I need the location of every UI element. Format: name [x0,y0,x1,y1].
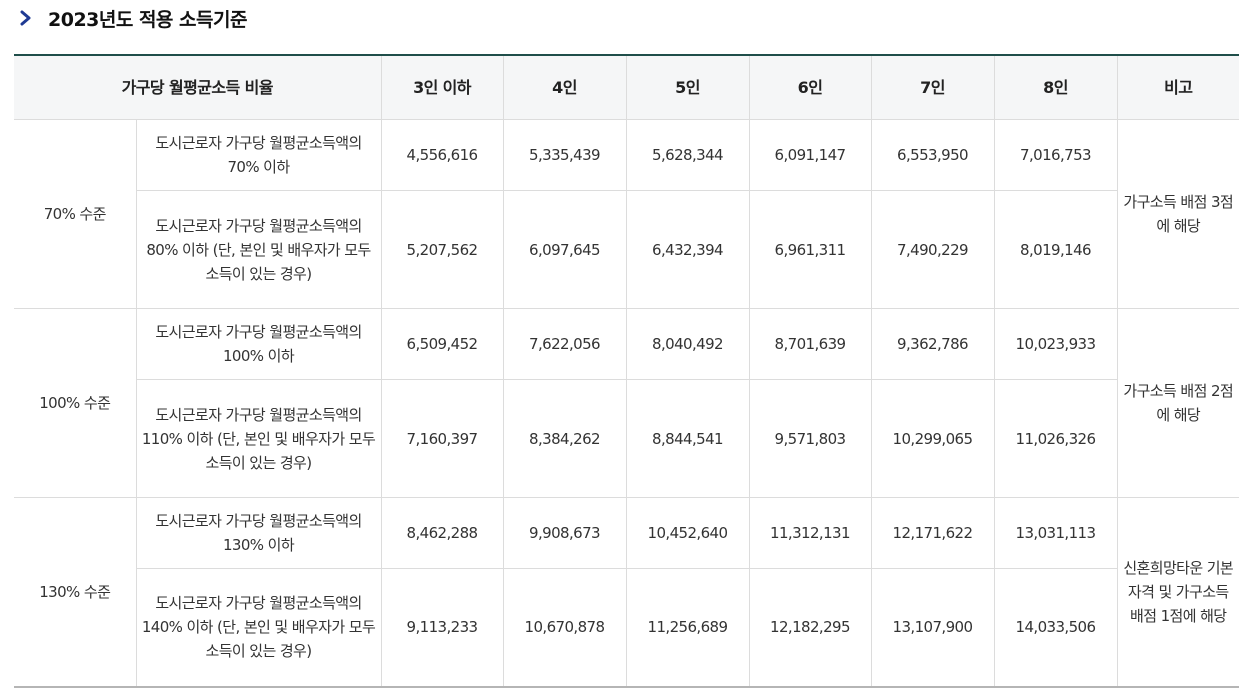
description-cell: 도시근로자 가구당 월평균소득액의 130% 이하 [135,497,382,569]
value-cell: 10,452,640 [625,497,750,569]
value-cell: 7,016,753 [993,119,1118,191]
value-cell: 11,026,326 [993,379,1117,498]
value-cell: 7,622,056 [502,308,627,380]
value-cell: 6,097,645 [502,190,627,309]
value-cell: 8,040,492 [625,308,750,380]
value-cell: 13,031,113 [993,497,1118,569]
table-row: 도시근로자 가구당 월평균소득액의 110% 이하 (단, 본인 및 배우자가 … [14,379,1239,498]
value-cell: 5,207,562 [380,190,504,309]
value-cell: 14,033,506 [993,568,1117,687]
column-header: 비고 [1116,54,1239,120]
value-cell: 11,312,131 [748,497,872,569]
section-title: 2023년도 적용 소득기준 [48,8,247,31]
value-cell: 7,160,397 [380,379,504,498]
value-cell: 10,670,878 [502,568,627,687]
value-cell: 8,019,146 [993,190,1117,309]
value-cell: 8,384,262 [502,379,627,498]
description-cell: 도시근로자 가구당 월평균소득액의 110% 이하 (단, 본인 및 배우자가 … [136,379,382,498]
income-level-cell: 100% 수준 [14,308,137,498]
income-level-cell: 130% 수준 [14,497,137,687]
value-cell: 10,023,933 [993,308,1118,380]
value-cell: 13,107,900 [870,568,995,687]
value-cell: 6,961,311 [748,190,872,309]
column-header: 4인 [502,54,627,120]
value-cell: 12,182,295 [748,568,872,687]
column-header: 3인 이하 [380,54,504,120]
table-row: 100% 수준 도시근로자 가구당 월평균소득액의 100% 이하 6,509,… [14,308,1239,498]
value-cell: 12,171,622 [870,497,995,569]
value-cell: 7,490,229 [870,190,995,309]
income-criteria-table: 가구당 월평균소득 비율 3인 이하 4인 5인 6인 7인 8인 비고 70%… [14,54,1239,688]
value-cell: 5,335,439 [502,119,627,191]
value-cell: 6,432,394 [625,190,750,309]
value-cell: 8,701,639 [748,308,872,380]
column-header: 7인 [870,54,995,120]
column-header: 가구당 월평균소득 비율 [14,54,382,120]
description-cell: 도시근로자 가구당 월평균소득액의 100% 이하 [135,308,382,380]
value-cell: 6,553,950 [870,119,995,191]
value-cell: 8,844,541 [625,379,750,498]
table-row: 70% 수준 도시근로자 가구당 월평균소득액의 70% 이하 4,556,61… [14,119,1239,309]
note-cell: 가구소득 배점 2점에 해당 [1116,308,1239,498]
column-header: 5인 [625,54,750,120]
value-cell: 10,299,065 [870,379,995,498]
value-cell: 11,256,689 [625,568,750,687]
value-cell: 9,113,233 [380,568,504,687]
column-header: 8인 [993,54,1118,120]
income-level-cell: 70% 수준 [14,119,137,309]
note-cell: 가구소득 배점 3점에 해당 [1116,119,1239,309]
value-cell: 8,462,288 [380,497,504,569]
value-cell: 9,362,786 [870,308,995,380]
section-header: 2023년도 적용 소득기준 [20,4,247,32]
value-cell: 9,908,673 [502,497,627,569]
note-cell: 신혼희망타운 기본자격 및 가구소득 배점 1점에 해당 [1116,497,1239,687]
chevron-right-icon [20,10,34,26]
value-cell: 5,628,344 [625,119,750,191]
description-cell: 도시근로자 가구당 월평균소득액의 70% 이하 [135,119,382,191]
value-cell: 6,509,452 [380,308,504,380]
table-header-row: 가구당 월평균소득 비율 3인 이하 4인 5인 6인 7인 8인 비고 [14,54,1239,120]
table-row: 도시근로자 가구당 월평균소득액의 80% 이하 (단, 본인 및 배우자가 모… [14,190,1239,309]
column-header: 6인 [748,54,872,120]
value-cell: 6,091,147 [748,119,872,191]
table-row: 도시근로자 가구당 월평균소득액의 140% 이하 (단, 본인 및 배우자가 … [14,568,1239,687]
description-cell: 도시근로자 가구당 월평균소득액의 80% 이하 (단, 본인 및 배우자가 모… [136,190,382,309]
table-row: 130% 수준 도시근로자 가구당 월평균소득액의 130% 이하 8,462,… [14,497,1239,687]
value-cell: 9,571,803 [748,379,872,498]
description-cell: 도시근로자 가구당 월평균소득액의 140% 이하 (단, 본인 및 배우자가 … [136,568,382,687]
value-cell: 4,556,616 [380,119,504,191]
